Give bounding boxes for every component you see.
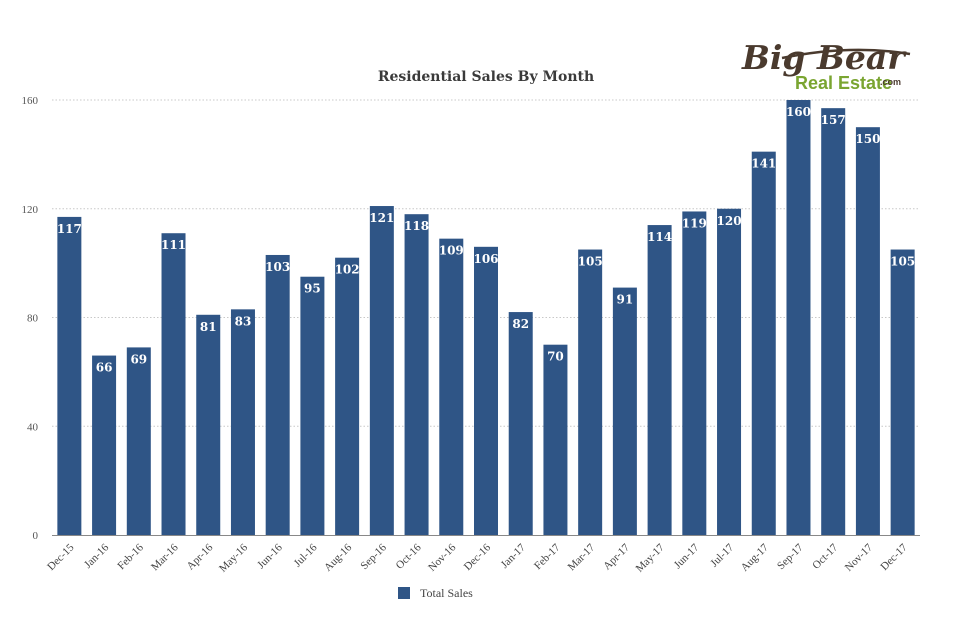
x-tick-label: Jul-16 — [292, 541, 320, 569]
x-tick-label: May-16 — [217, 541, 250, 574]
x-tick-label: Jun-16 — [255, 541, 285, 571]
bar-series — [57, 100, 915, 535]
data-label: 117 — [57, 222, 82, 236]
data-label: 111 — [161, 238, 186, 252]
data-label: 157 — [821, 113, 846, 127]
data-label: 82 — [512, 317, 529, 331]
data-label: 120 — [717, 214, 742, 228]
bar-apr-16 — [196, 314, 221, 535]
x-tick-label: Dec-16 — [462, 541, 494, 573]
data-label: 103 — [265, 260, 290, 274]
data-label: 160 — [786, 105, 811, 119]
data-label: 105 — [890, 255, 915, 269]
big-bear-logo: Big Bear Real Estate .com — [741, 38, 911, 93]
x-axis: Dec-15 Jan-16 Feb-16 Mar-16 Apr-16 May-16 Jun-… — [45, 541, 910, 574]
x-tick-label: Aug-17 — [739, 541, 772, 574]
legend-swatch — [398, 587, 410, 599]
bar-nov-16 — [439, 238, 464, 535]
x-tick-label: Feb-17 — [532, 541, 563, 572]
data-label: 102 — [335, 263, 360, 277]
data-label: 141 — [751, 157, 776, 171]
data-label: 91 — [617, 293, 634, 307]
data-label: 114 — [647, 230, 672, 244]
data-label: 81 — [200, 320, 217, 334]
data-label: 95 — [304, 282, 321, 296]
x-tick-label: Jul-17 — [708, 541, 736, 569]
y-tick-label: 40 — [27, 421, 39, 433]
x-tick-label: Mar-17 — [566, 541, 598, 573]
bar-apr-17 — [612, 287, 637, 535]
bar-dec-15 — [57, 216, 82, 535]
bar-jun-17 — [682, 211, 707, 535]
data-label: 66 — [96, 361, 113, 375]
bar-nov-17 — [855, 127, 880, 535]
bar-may-16 — [230, 309, 255, 535]
bar-jan-16 — [92, 355, 117, 535]
x-tick-label: Mar-16 — [149, 541, 181, 573]
bar-may-17 — [647, 225, 672, 535]
x-tick-label: Jan-16 — [82, 541, 112, 571]
bar-sep-17 — [786, 100, 811, 535]
x-tick-label: Apr-16 — [185, 541, 216, 572]
data-labels: 117 66 69 111 81 83 103 95 102 121 118 109 106 82 70 10… — [57, 105, 915, 375]
logo-line1: Big Bear — [741, 38, 907, 77]
x-tick-label: Apr-17 — [601, 541, 632, 572]
bar-oct-17 — [821, 108, 846, 535]
legend: Total Sales — [398, 586, 473, 600]
data-label: 83 — [235, 314, 252, 328]
data-label: 121 — [369, 211, 394, 225]
y-tick-label: 120 — [22, 204, 39, 216]
data-label: 106 — [473, 252, 498, 266]
x-tick-label: Sep-17 — [775, 541, 806, 572]
logo-suffix: .com — [880, 77, 901, 87]
bar-jul-16 — [300, 276, 325, 535]
x-tick-label: Oct-17 — [810, 541, 840, 571]
x-tick-label: Nov-16 — [426, 541, 459, 574]
data-label: 69 — [130, 352, 147, 366]
y-tick-label: 0 — [33, 530, 39, 542]
x-tick-label: Sep-16 — [358, 541, 389, 572]
bar-dec-17 — [890, 249, 915, 535]
logo-line2: Real Estate — [795, 73, 892, 93]
x-tick-label: Jan-17 — [499, 541, 529, 571]
bar-mar-16 — [161, 233, 186, 535]
x-tick-label: Aug-16 — [322, 541, 355, 574]
x-tick-label: Feb-16 — [115, 541, 146, 572]
data-label: 118 — [404, 219, 429, 233]
bar-aug-16 — [335, 257, 360, 535]
legend-label-total-sales: Total Sales — [420, 586, 473, 600]
data-label: 70 — [547, 350, 564, 364]
bar-jul-17 — [717, 208, 742, 535]
bar-jan-17 — [508, 312, 533, 535]
x-tick-label: Dec-15 — [45, 541, 77, 573]
y-axis: 0 40 80 120 160 — [22, 95, 39, 542]
bar-sep-16 — [369, 206, 394, 535]
bar-aug-17 — [751, 151, 776, 535]
x-tick-label: Nov-17 — [843, 541, 876, 574]
data-label: 119 — [682, 216, 707, 230]
bar-feb-16 — [126, 347, 151, 535]
logo-swoosh — [781, 48, 911, 60]
chart-title: Residential Sales By Month — [378, 69, 594, 85]
y-tick-label: 80 — [27, 313, 39, 325]
bar-jun-16 — [265, 254, 290, 535]
bar-dec-16 — [474, 246, 498, 535]
data-label: 105 — [578, 255, 603, 269]
bar-feb-17 — [543, 344, 568, 535]
bar-oct-16 — [404, 214, 429, 535]
x-tick-label: Jun-17 — [672, 541, 702, 571]
bar-mar-17 — [578, 249, 603, 535]
y-tick-label: 160 — [22, 95, 39, 107]
data-label: 150 — [855, 132, 880, 146]
x-tick-label: Oct-16 — [394, 541, 424, 571]
x-tick-label: May-17 — [634, 541, 667, 574]
data-label: 109 — [439, 244, 464, 258]
x-tick-label: Dec-17 — [878, 541, 910, 573]
